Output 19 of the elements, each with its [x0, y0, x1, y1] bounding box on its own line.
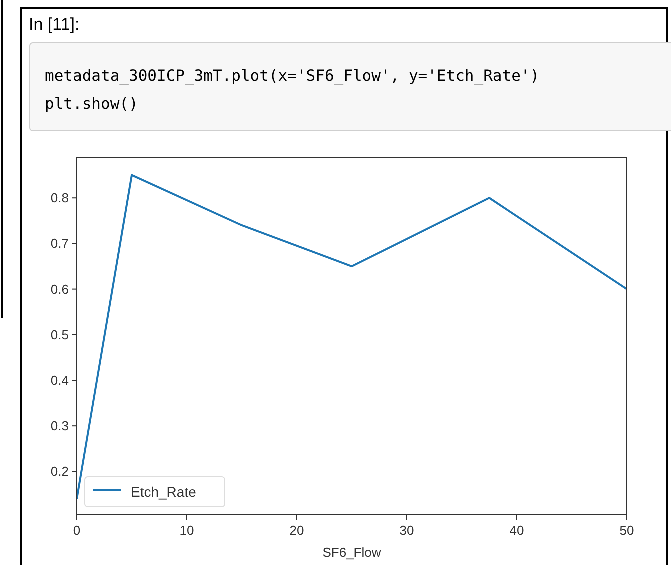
x-tick-label: 50	[620, 523, 634, 538]
text: plt.show()	[45, 95, 138, 113]
y-tick-label: 0.8	[50, 190, 69, 206]
y-tick-label: 0.3	[50, 418, 69, 434]
text: metadata_300ICP_3mT.plot(x='SF6_Flow', y='Etch_Rate')	[45, 67, 540, 85]
y-tick-label: 0.4	[50, 373, 69, 388]
y-tick-label: 0.7	[50, 236, 69, 252]
x-axis-title: SF6_Flow	[322, 545, 382, 560]
y-tick-label: 0.2	[50, 464, 69, 480]
x-tick-label: 30	[400, 523, 414, 538]
line-series	[76, 174, 628, 500]
legend-label: Etch_Rate	[131, 484, 197, 500]
text: In [11]:	[29, 15, 80, 34]
y-tick-label: 0.6	[50, 282, 69, 297]
x-tick-label: 20	[290, 523, 304, 538]
y-tick-label: 0.5	[50, 327, 69, 342]
x-tick-label: 0	[73, 523, 81, 538]
x-tick-label: 40	[510, 523, 524, 538]
x-tick-label: 10	[180, 523, 194, 538]
